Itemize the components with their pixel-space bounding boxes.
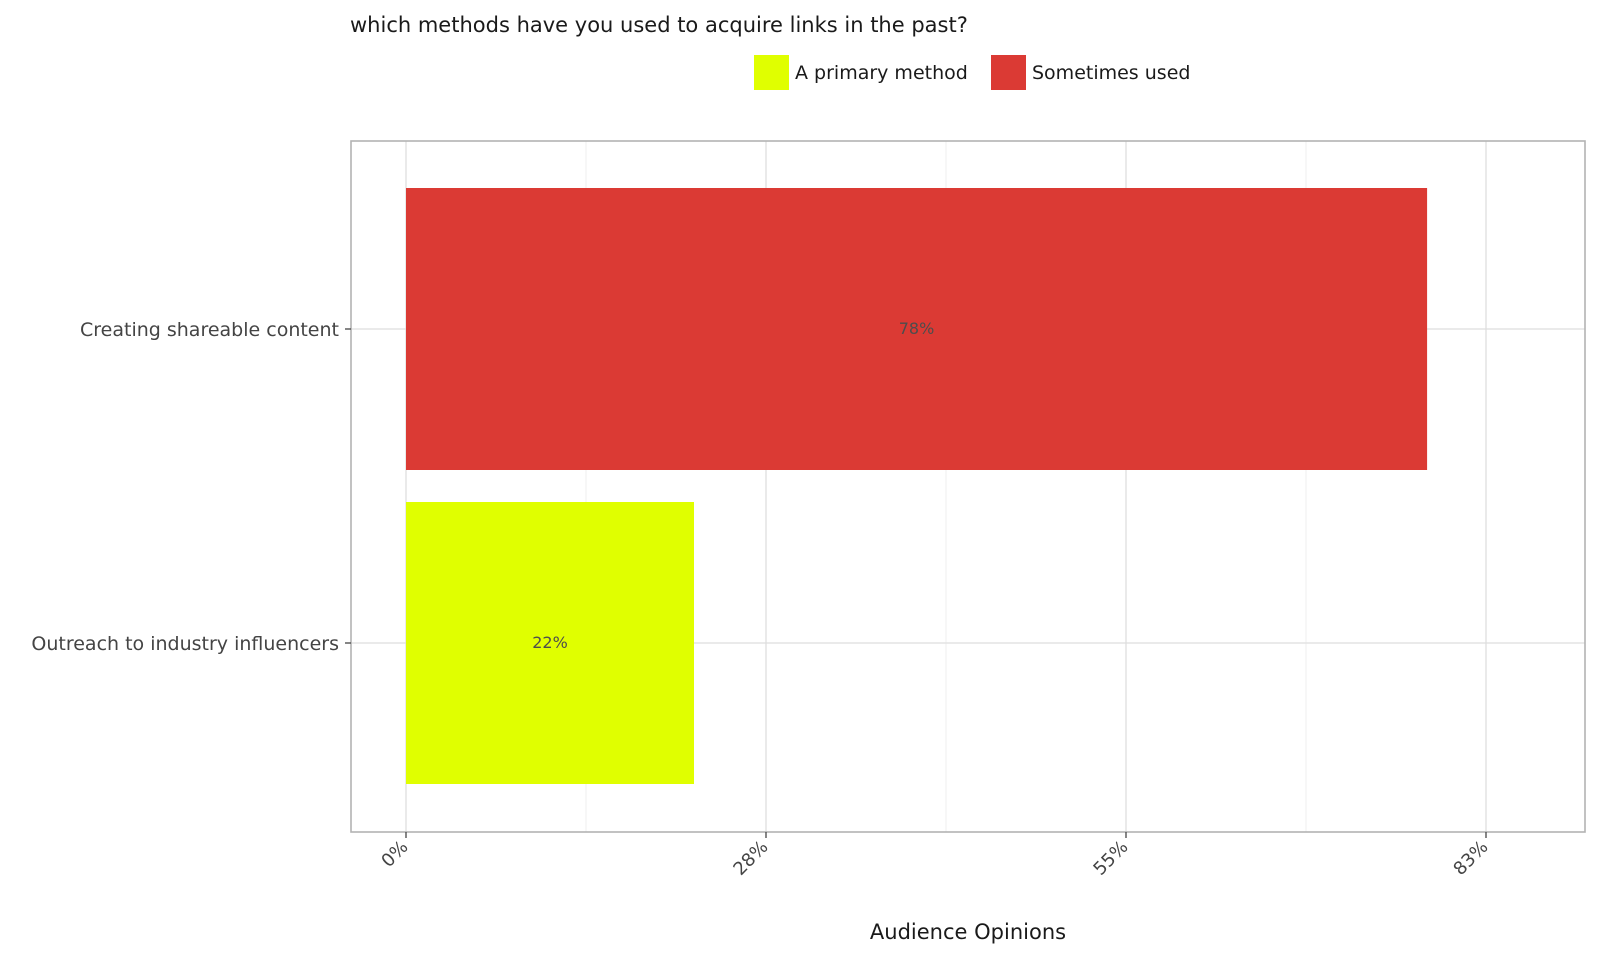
y-tick-label: Outreach to industry influencers <box>31 633 339 655</box>
data-label-1: 78% <box>899 319 935 338</box>
data-label-2: 22% <box>532 633 568 652</box>
legend-swatch <box>991 55 1026 90</box>
x-axis-title: Audience Opinions <box>870 920 1066 944</box>
chart-title: which methods have you used to acquire l… <box>350 13 968 37</box>
x-tick-label: 55% <box>1089 837 1132 880</box>
y-tick-label: Creating shareable content <box>80 319 339 341</box>
bars <box>406 188 1428 784</box>
bar-2 <box>406 502 694 784</box>
data-labels: 78% 22% <box>532 319 934 652</box>
x-axis: 0% 28% 55% 83% <box>377 832 1493 880</box>
legend-swatch <box>754 55 789 90</box>
bar-1 <box>406 188 1428 470</box>
x-tick-label: 0% <box>377 837 412 872</box>
legend-label: Sometimes used <box>1032 62 1190 84</box>
legend-label: A primary method <box>795 62 968 84</box>
x-tick-label: 83% <box>1449 837 1492 880</box>
plot-panel <box>350 140 1586 833</box>
y-axis: Creating shareable content Outreach to in… <box>31 319 351 655</box>
x-tick-label: 28% <box>729 837 772 880</box>
legend: A primary method Sometimes used <box>754 55 1190 90</box>
